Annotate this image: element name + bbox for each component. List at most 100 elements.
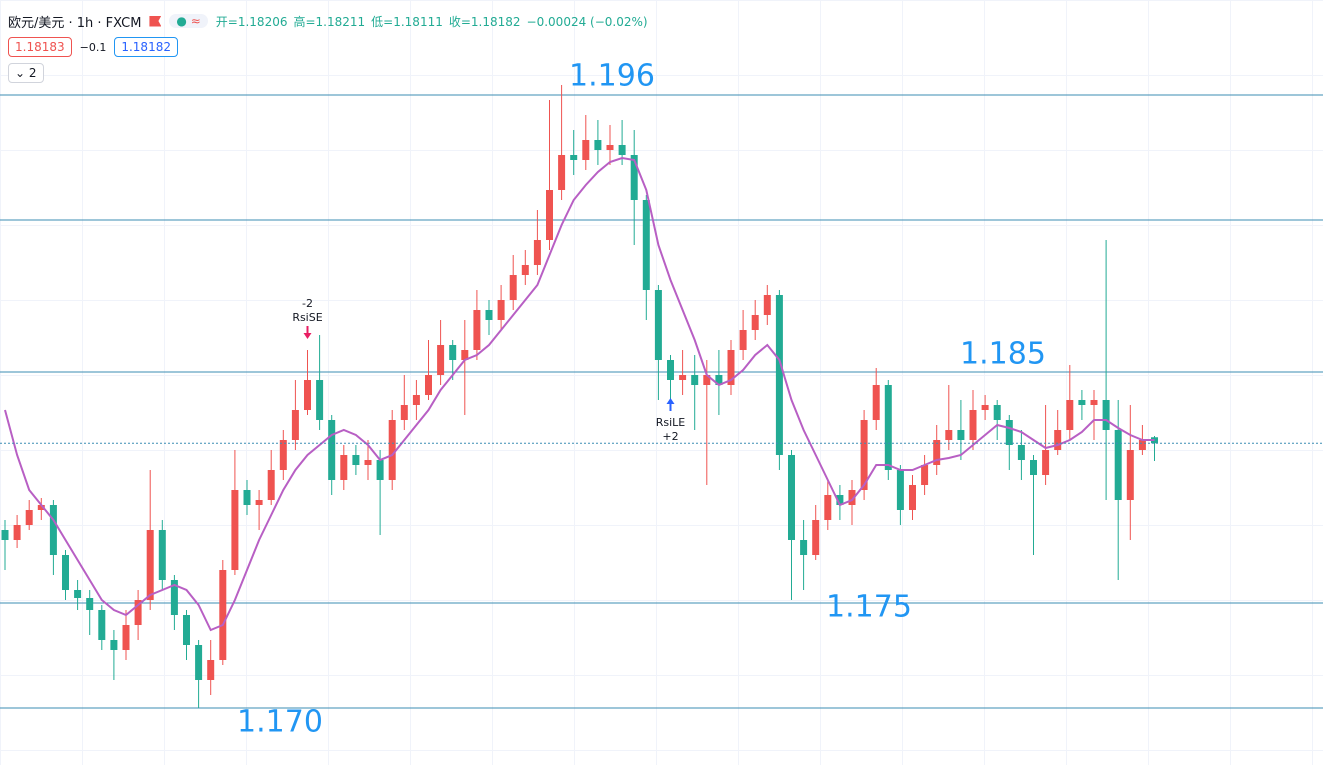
candle-body — [788, 455, 795, 540]
level-annotation: 1.175 — [826, 590, 912, 625]
candle-body — [37, 505, 45, 510]
candle-body — [304, 380, 311, 410]
candle-body — [1090, 400, 1098, 405]
candle-body — [824, 495, 832, 520]
candle-body — [642, 200, 650, 290]
level-annotation: 1.170 — [237, 705, 323, 740]
candle-body — [654, 290, 662, 360]
level-annotation: 1.196 — [569, 59, 655, 94]
signal-qty: -2 — [302, 297, 313, 310]
candle-body — [316, 380, 324, 420]
candle-body — [1102, 400, 1110, 430]
candle-body — [860, 420, 868, 490]
candle-body — [183, 615, 190, 645]
ohlc-legend: 开=1.18206 高=1.18211 低=1.18111 收=1.18182 −0.0… — [216, 13, 654, 30]
candle-body — [122, 625, 130, 650]
candle-body — [49, 505, 57, 555]
signal-label: RsiSE — [292, 311, 322, 324]
candle-body — [933, 440, 941, 465]
candle-body — [872, 385, 880, 420]
candle-body — [98, 610, 106, 640]
candle-body — [340, 455, 348, 480]
candle-body — [231, 490, 239, 570]
candle-body — [425, 375, 432, 395]
flag-icon[interactable] — [149, 15, 162, 27]
ohlc-open: 开=1.18206 — [215, 14, 288, 29]
candle-body — [800, 540, 808, 555]
candle-body — [243, 490, 251, 505]
trade-row: 1.18183 −0.1 1.18182 — [8, 36, 654, 58]
candle-body — [388, 420, 396, 480]
candle-body — [485, 310, 493, 320]
candle-body — [279, 440, 287, 470]
candle-body — [775, 295, 783, 455]
ohlc-close: 收=1.18182 — [448, 14, 521, 29]
candle-body — [521, 265, 529, 275]
buy-button[interactable]: 1.18182 — [114, 37, 178, 57]
candle-body — [207, 660, 215, 680]
candle-body — [1126, 450, 1134, 500]
candle-body — [1017, 445, 1025, 460]
level-annotation: 1.185 — [960, 337, 1046, 372]
candle-body — [509, 275, 517, 300]
signal-qty: +2 — [662, 430, 678, 443]
candle-body — [739, 330, 747, 350]
sell-button[interactable]: 1.18183 — [8, 37, 72, 57]
title-row: 欧元/美元 · 1h · FXCM ● ≈ 开=1.18206 高=1.18211… — [8, 10, 654, 32]
candle-body — [993, 405, 1001, 420]
candle-body — [437, 345, 445, 375]
candle-body — [86, 598, 94, 610]
candle-body — [219, 570, 227, 660]
ohlc-low: 低=1.18111 — [371, 14, 443, 29]
candle-body — [727, 350, 735, 385]
candle-body — [1138, 440, 1146, 450]
header: 欧元/美元 · 1h · FXCM ● ≈ 开=1.18206 高=1.18211… — [8, 10, 654, 88]
moving-average — [4, 156, 1155, 632]
ohlc-high: 高=1.18211 — [293, 14, 366, 29]
candle-body — [594, 140, 602, 150]
candle-body — [582, 140, 590, 160]
candle-body — [376, 460, 384, 480]
candle-body — [1030, 460, 1037, 475]
candle-body — [110, 640, 118, 650]
candle-body — [836, 495, 844, 505]
candle-body — [461, 350, 469, 360]
candle-body — [1066, 400, 1074, 430]
candle-body — [1114, 430, 1122, 500]
candle-body — [412, 395, 420, 405]
signal-arrow — [666, 398, 675, 411]
candle-body — [884, 385, 892, 470]
spread: −0.1 — [79, 40, 107, 54]
candle-body — [945, 430, 953, 440]
indicator-count: 2 — [28, 66, 37, 80]
candle-body — [691, 375, 699, 385]
candle-body — [134, 600, 142, 625]
candle-body — [146, 530, 154, 600]
candle-body — [981, 405, 989, 410]
candle-body — [667, 360, 674, 380]
candle-body — [25, 510, 33, 525]
status-pill[interactable]: ● ≈ — [169, 14, 208, 28]
candle-body — [546, 190, 553, 240]
candle-body — [1, 530, 9, 540]
candle-body — [328, 420, 336, 480]
candle-body — [1054, 430, 1062, 450]
candle-body — [896, 470, 904, 510]
symbol-title[interactable]: 欧元/美元 · 1h · FXCM — [8, 15, 142, 31]
indicator-row: ⌄ 2 — [8, 62, 654, 84]
candle-body — [497, 300, 505, 320]
candle-body — [400, 405, 408, 420]
signal-label: RsiLE — [656, 416, 686, 429]
candle-body — [848, 490, 856, 505]
candle-body — [558, 155, 566, 190]
indicator-toggle[interactable]: ⌄ 2 — [8, 63, 44, 83]
ohlc-change: −0.00024 (−0.02%) — [526, 14, 648, 29]
candle-body — [703, 375, 711, 385]
signal-arrow — [303, 326, 312, 339]
candle-body — [13, 525, 21, 540]
candle-body — [909, 485, 916, 510]
candle-body — [158, 530, 166, 580]
candle-body — [195, 645, 203, 680]
candle-body — [473, 310, 481, 350]
